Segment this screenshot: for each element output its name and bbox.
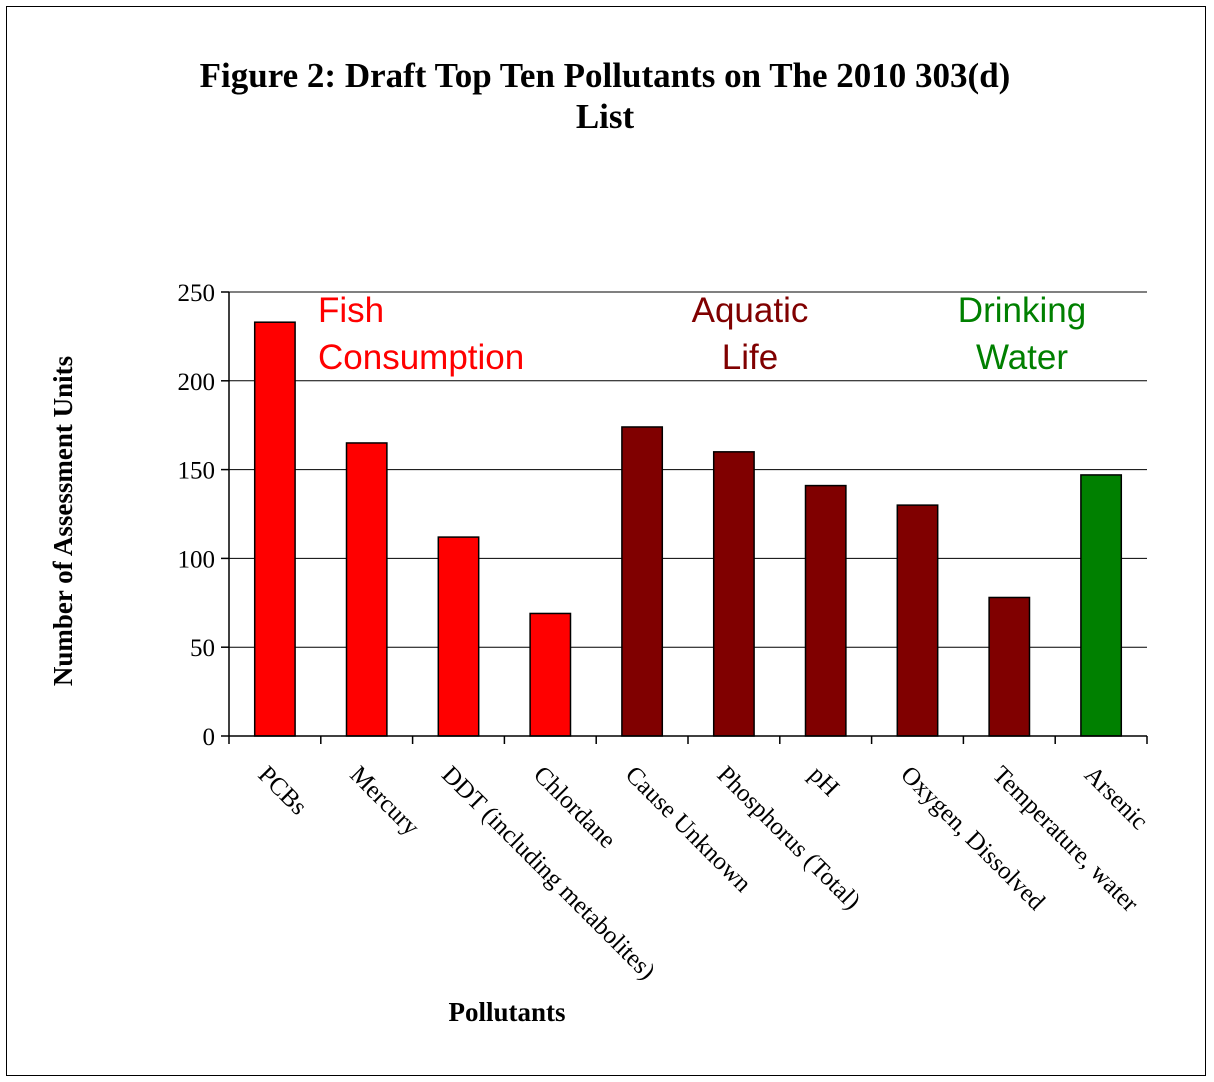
y-tick-label: 50 (190, 635, 215, 662)
y-axis-label: Number of Assessment Units (48, 356, 78, 686)
y-tick-label: 150 (178, 458, 216, 485)
bar-9 (1080, 474, 1123, 737)
bar-3 (529, 612, 572, 737)
chart-title-line-1: Figure 2: Draft Top Ten Pollutants on Th… (200, 56, 1011, 95)
group-labels: Fish Consumption Aquatic Life Drinking Water (318, 291, 1086, 377)
x-category-label: Mercury (344, 761, 424, 841)
x-category-labels: PCBs Mercury DDT (including metabolites)Ch… (253, 761, 1153, 985)
y-tick-label: 250 (178, 280, 216, 307)
group-label-fish: Consumption (318, 338, 524, 377)
x-category-label: Arsenic (1079, 761, 1153, 835)
group-label-aquatic: Life (722, 338, 778, 377)
group-label-drinking: Water (976, 338, 1068, 377)
group-label-aquatic: Aquatic (692, 291, 809, 330)
group-label-fish: Fish (318, 291, 384, 330)
bar-5 (712, 451, 755, 737)
bars (253, 321, 1123, 737)
group-label-drinking: Drinking (958, 291, 1086, 330)
x-axis-label: Pollutants (448, 997, 565, 1027)
y-tick-labels: 0 50 100 150 200 250 (178, 280, 216, 751)
bar-0 (253, 321, 296, 737)
chart-title-line-2: List (576, 97, 635, 136)
bar-4 (621, 426, 664, 737)
bar-2 (437, 536, 480, 737)
bar-6 (804, 484, 847, 737)
chart-frame (6, 6, 1206, 1076)
bar-1 (345, 442, 388, 737)
chart-title: Figure 2: Draft Top Ten Pollutants on Th… (200, 56, 1011, 136)
x-category-label: Chlordane (528, 761, 621, 854)
y-tick-label: 100 (178, 546, 216, 573)
x-category-label: PCBs (253, 761, 312, 820)
bar-7 (896, 504, 939, 737)
x-category-label: pH (803, 761, 844, 802)
y-tick-label: 200 (178, 369, 216, 396)
axes (221, 291, 1148, 744)
bar-8 (988, 596, 1031, 737)
y-tick-label: 0 (203, 724, 216, 751)
